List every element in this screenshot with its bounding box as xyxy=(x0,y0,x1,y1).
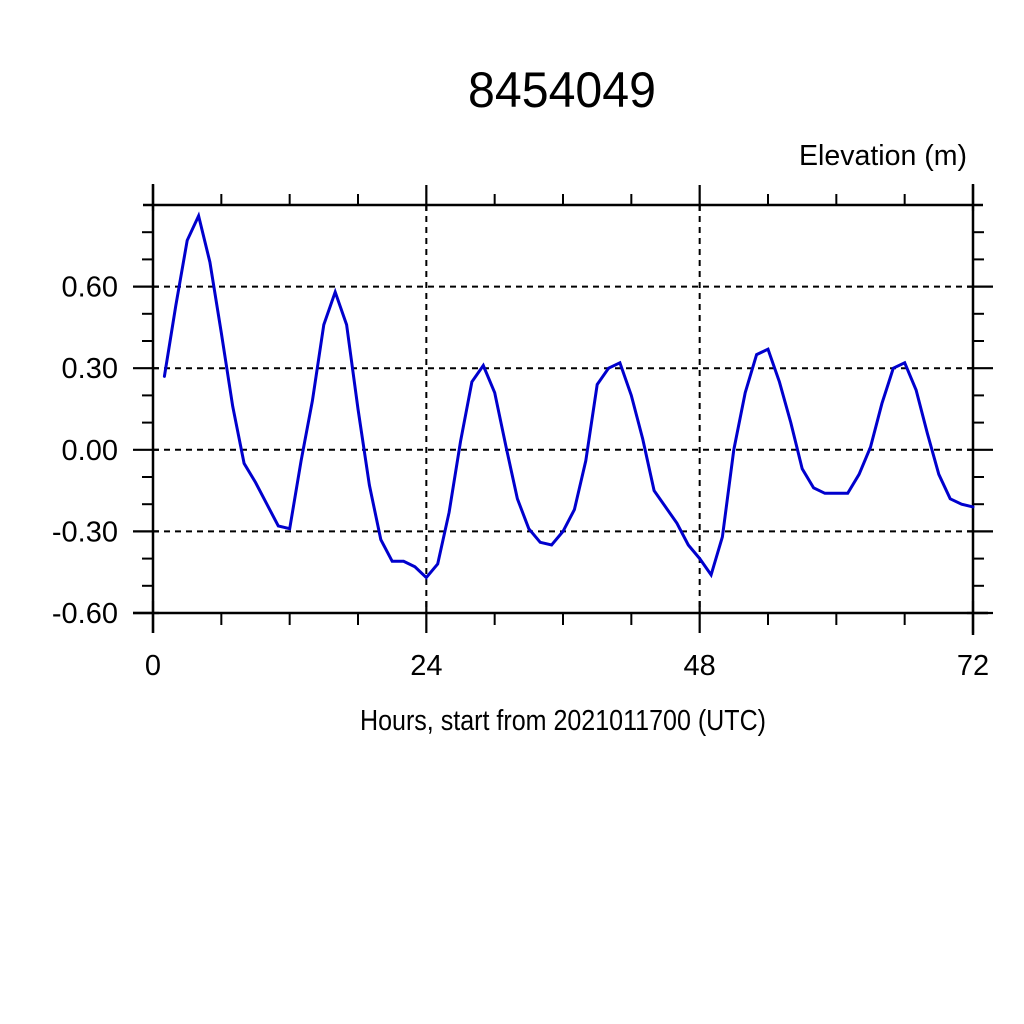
data-series xyxy=(162,211,975,580)
gridlines xyxy=(153,205,974,614)
y-tick-label: 0.60 xyxy=(62,272,118,304)
x-tick-label: 72 xyxy=(957,650,989,682)
x-tick-label: 48 xyxy=(684,650,716,682)
x-tick-label: 24 xyxy=(410,650,442,682)
chart-title: 8454049 xyxy=(468,62,656,118)
axes-frame xyxy=(133,184,988,635)
y-axis-unit-label: Elevation (m) xyxy=(799,140,967,172)
tick-labels: -0.60 -0.30 0.00 0.30 0.60 0 24 48 72 xyxy=(52,272,989,682)
y-tick-label: -0.60 xyxy=(52,598,118,630)
tide-elevation-curve xyxy=(162,211,975,580)
x-tick-label: 0 xyxy=(145,650,161,682)
axis-ticks xyxy=(133,185,993,633)
y-tick-label: 0.30 xyxy=(62,353,118,385)
y-tick-label: 0.00 xyxy=(62,435,118,467)
y-tick-label: -0.30 xyxy=(52,516,118,548)
x-axis-label: Hours, start from 2021011700 (UTC) xyxy=(360,705,766,737)
